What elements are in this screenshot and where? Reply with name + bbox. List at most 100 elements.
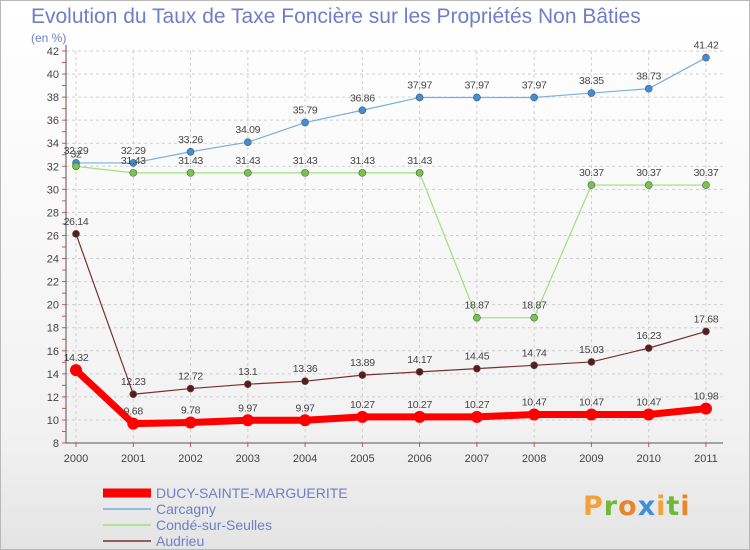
y-tick-label: 20: [47, 300, 59, 312]
data-label: 35.79: [293, 105, 318, 117]
data-point: [358, 169, 367, 177]
data-point: [473, 93, 481, 102]
data-label: 36.86: [350, 92, 375, 104]
data-label: 10.98: [694, 391, 719, 403]
x-tick-label: 2007: [465, 453, 489, 465]
data-label: 15.03: [579, 344, 604, 356]
data-label: 37.97: [407, 79, 432, 91]
legend-label: Condé-sur-Seulles: [156, 517, 272, 533]
x-tick-label: 2003: [236, 453, 260, 465]
data-point: [702, 327, 710, 336]
data-point: [528, 408, 541, 421]
data-label: 30.37: [579, 167, 604, 179]
series-line: [75, 233, 707, 395]
data-label: 16.23: [636, 330, 661, 342]
data-point: [301, 377, 309, 386]
data-label: 34.09: [235, 124, 260, 136]
data-point: [702, 181, 710, 189]
data-label: 31.43: [293, 155, 318, 167]
data-label: 31.43: [235, 155, 260, 167]
data-point: [72, 230, 80, 238]
data-point: [415, 93, 424, 102]
y-tick-label: 34: [47, 138, 59, 150]
y-tick-label: 8: [53, 438, 59, 450]
data-point: [72, 162, 80, 171]
y-tick-label: 22: [47, 277, 59, 289]
data-point: [702, 53, 710, 62]
data-label: 9.97: [295, 402, 315, 414]
logo-letter: o: [618, 491, 638, 522]
logo-letter: P: [583, 491, 604, 522]
series-line: [75, 57, 707, 164]
y-tick-label: 10: [47, 415, 59, 427]
data-point: [413, 410, 426, 423]
data-label: 13.36: [293, 363, 318, 375]
data-point: [299, 414, 312, 427]
data-point: [470, 410, 483, 423]
data-label: 32.29: [121, 145, 146, 157]
data-point: [587, 181, 596, 189]
y-tick-label: 26: [47, 230, 59, 242]
data-label: 14.17: [407, 354, 432, 366]
x-tick-label: 2000: [64, 453, 88, 465]
y-tick-label: 40: [47, 69, 59, 81]
data-label: 13.89: [350, 357, 375, 369]
proxiti-logo: Proxiti: [583, 491, 691, 522]
y-tick-label: 12: [47, 392, 59, 404]
chart-title: Evolution du Taux de Taxe Foncière sur l…: [31, 5, 641, 28]
data-label: 9.78: [181, 404, 201, 416]
data-label: 10.47: [579, 397, 604, 409]
data-point: [301, 169, 309, 177]
data-label: 10.27: [464, 399, 489, 411]
data-label: 14.74: [522, 347, 547, 359]
data-label: 32.29: [64, 145, 89, 157]
data-point: [642, 408, 655, 421]
data-label: 10.47: [636, 397, 661, 409]
data-point: [184, 416, 197, 429]
legend-label: DUCY-SAINTE-MARGUERITE: [156, 485, 348, 501]
legend-label: Audrieu: [156, 533, 205, 549]
x-tick-label: 2001: [121, 453, 145, 465]
data-label: 31.43: [407, 155, 432, 167]
y-tick-label: 38: [47, 92, 59, 104]
data-point: [70, 364, 82, 377]
x-tick-label: 2010: [636, 453, 660, 465]
data-label: 12.72: [178, 371, 203, 383]
y-tick-label: 42: [47, 46, 59, 58]
y-tick-label: 30: [47, 184, 59, 196]
data-label: 31.43: [121, 155, 146, 167]
x-tick-label: 2004: [293, 453, 317, 465]
data-point: [415, 169, 424, 177]
data-point: [530, 313, 538, 322]
data-point: [415, 368, 424, 376]
data-label: 18.87: [522, 300, 547, 312]
data-label: 38.35: [579, 75, 604, 87]
logo-letter: i: [680, 491, 691, 522]
data-label: 31.43: [350, 155, 375, 167]
data-label: 9.97: [238, 402, 258, 414]
y-tick-label: 24: [47, 254, 59, 266]
data-label: 32: [70, 148, 82, 160]
data-label: 10.27: [407, 399, 432, 411]
data-point: [244, 380, 252, 389]
x-tick-label: 2008: [522, 453, 546, 465]
data-point: [186, 169, 195, 177]
data-point: [644, 84, 653, 93]
data-label: 10.27: [350, 399, 375, 411]
data-point: [186, 384, 195, 393]
y-tick-label: 36: [47, 115, 59, 127]
data-point: [587, 358, 596, 366]
logo-letter: r: [603, 491, 619, 522]
legend-swatch: [103, 524, 151, 526]
data-point: [358, 106, 367, 115]
data-point: [356, 410, 369, 423]
data-point: [585, 408, 598, 421]
data-label: 30.37: [636, 167, 661, 179]
data-label: 33.26: [178, 134, 203, 146]
y-tick-label: 16: [47, 346, 59, 358]
data-point: [301, 118, 309, 127]
x-tick-label: 2006: [407, 453, 431, 465]
y-tick-label: 14: [47, 369, 59, 381]
